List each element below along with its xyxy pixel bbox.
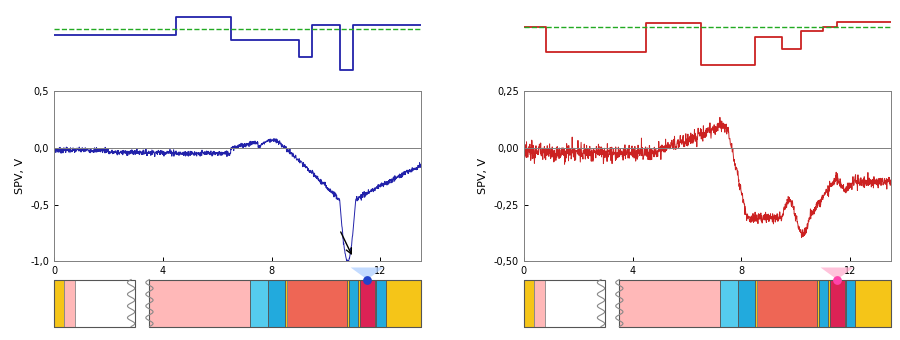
Bar: [855, 279, 891, 326]
Bar: [524, 279, 534, 326]
Bar: [844, 279, 846, 326]
Bar: [846, 279, 855, 326]
Bar: [619, 279, 891, 326]
Bar: [819, 279, 828, 326]
Point: [360, 277, 374, 282]
Bar: [619, 279, 720, 326]
Bar: [64, 279, 75, 326]
Bar: [720, 279, 737, 326]
Bar: [149, 279, 250, 326]
Point: [830, 277, 844, 282]
Bar: [358, 279, 360, 326]
Bar: [54, 279, 64, 326]
Polygon shape: [351, 268, 383, 279]
Bar: [287, 279, 346, 326]
Bar: [817, 279, 819, 326]
Bar: [828, 279, 830, 326]
Bar: [755, 279, 757, 326]
Bar: [830, 279, 844, 326]
X-axis label: X, μm: X, μm: [221, 282, 254, 292]
Bar: [250, 279, 267, 326]
Bar: [374, 279, 376, 326]
Bar: [54, 279, 135, 326]
Bar: [149, 279, 421, 326]
Bar: [346, 279, 349, 326]
Bar: [376, 279, 385, 326]
Bar: [757, 279, 817, 326]
Bar: [267, 279, 285, 326]
Bar: [385, 279, 421, 326]
Bar: [737, 279, 755, 326]
X-axis label: X, μm: X, μm: [691, 282, 724, 292]
Y-axis label: SPV, V: SPV, V: [14, 158, 24, 194]
Y-axis label: SPV, V: SPV, V: [478, 158, 488, 194]
Bar: [285, 279, 287, 326]
Bar: [360, 279, 374, 326]
Bar: [349, 279, 358, 326]
Polygon shape: [821, 268, 853, 279]
Bar: [524, 279, 605, 326]
Bar: [534, 279, 544, 326]
